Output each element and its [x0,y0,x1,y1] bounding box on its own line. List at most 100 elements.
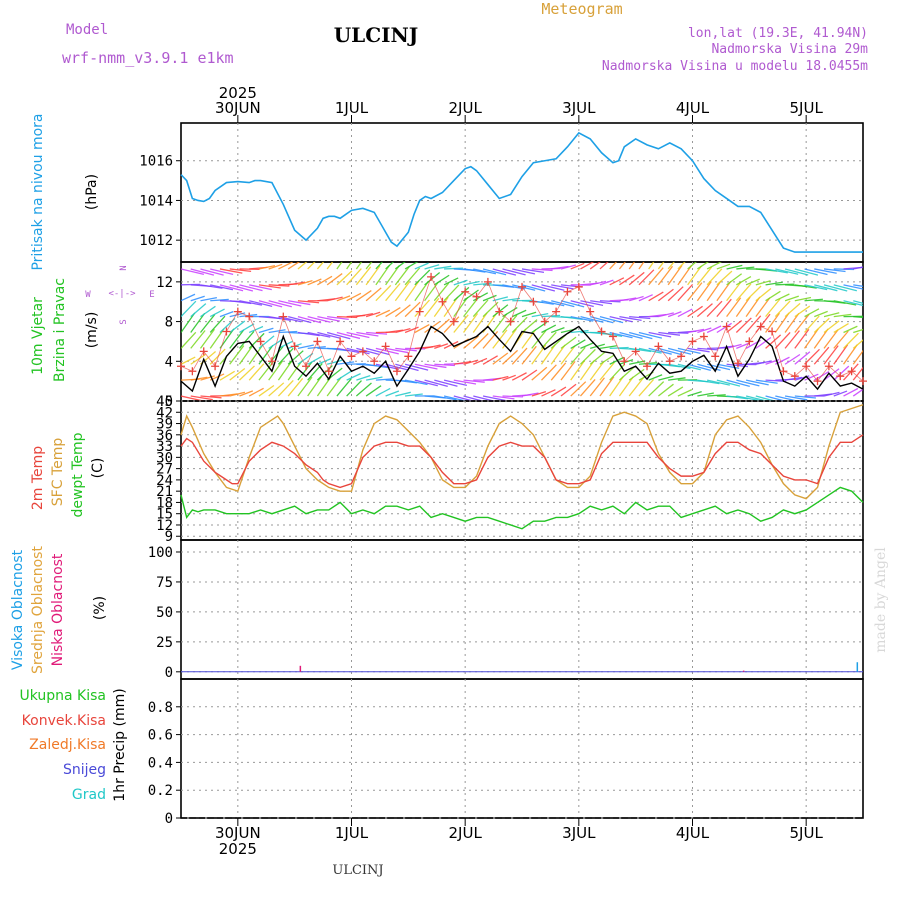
wind-arrow [560,264,577,270]
wind-arrow [774,332,791,349]
wind-arrow [346,292,362,302]
wind-arrow [853,300,863,304]
wind-arrow [297,315,322,324]
wind-gust-marker [733,359,742,368]
bottom-day-label: 2JUL [449,824,483,842]
compass-arrows: <-|-> [108,289,136,299]
wind-arrow [268,360,284,381]
wind-arrow [706,325,722,334]
wind-arrow [833,390,848,397]
wind-arrow [444,267,464,270]
wind-arrow [278,340,293,349]
wind-arrow [502,268,526,276]
footer-station: ULCINJ [332,863,383,878]
wind-arrow [638,362,658,365]
panel-frame [180,400,864,541]
wind-arrow [375,363,399,370]
wind-arrow [696,303,713,318]
wind-arrow [297,262,308,270]
wind-arrow [190,268,215,276]
wind-arrow [618,366,635,381]
wind-arrow [638,331,663,339]
wind-arrow [726,297,742,317]
wind-arrow [181,356,196,365]
wind-arrow [443,379,468,387]
high-cloud-label: Visoka Oblacnost [10,549,26,670]
wind-arrow [434,265,452,270]
wind-arrow [297,344,314,350]
wind-arrow [424,363,447,369]
wind-arrow [531,268,553,272]
wind-arrow [385,282,401,302]
wind-gust-marker [665,357,674,366]
wind-arrow [404,280,420,302]
wind-gust-marker [483,277,492,286]
wind-arrow [629,315,651,320]
wind-arrow [366,331,388,335]
wind-arrow [326,359,343,365]
wind-arrow [482,268,507,276]
wind-arrow [628,295,644,302]
wind-arrow [541,284,565,291]
wind-arrow [434,395,457,401]
wind-arrow [599,376,615,397]
wind-arrow [784,312,800,333]
wind-arrow [589,360,605,381]
wind-arrow [356,312,373,318]
wind-arrow [229,268,252,272]
wind-gust-marker [370,357,379,366]
wind-arrow [813,317,830,333]
wind-arrow [239,365,255,381]
wind-arrow [336,331,361,340]
wind-arrow [814,284,838,292]
wind-gust-marker [586,307,595,316]
wind-arrow [297,376,313,397]
wind-arrow [560,300,585,308]
wind-arrow [424,264,440,270]
wind-arrow [667,264,683,286]
wind-arrow [404,301,421,318]
wind-gust-marker [518,282,526,291]
wind-arrow [190,295,205,302]
wind-arrow [482,395,506,401]
wind-arrow [200,395,222,399]
wind-arrow [433,274,450,286]
precip-legend-total: Ukupna Kisa [19,688,106,704]
sfc-temp-label: SFC Temp [50,438,66,507]
wind-arrow [336,378,352,397]
wind-arrow [706,262,722,270]
wind-arrow [219,284,244,292]
wind-gust-marker [722,322,731,331]
wind-arrow [395,363,419,372]
wind-arrow [657,265,674,286]
pressure-label: Pritisak na nivou mora [30,113,46,270]
wind-arrow [765,290,781,302]
wind-arrow [852,388,863,397]
wind-arrow [823,329,839,349]
wind-arrow [775,268,799,275]
wind-arrow [599,279,614,286]
wind-gust-marker [279,312,288,321]
wind-arrow [414,280,430,302]
wind-arrow [219,268,243,274]
wind-arrow [550,344,566,365]
wind-arrow [473,268,497,275]
wind-arrow [258,300,283,308]
dewpt-label: dewpt Temp [70,432,86,517]
wind-arrow [677,262,686,270]
y-tick-label: 9 [165,529,173,545]
wind-arrow [326,273,343,286]
wind-arrow [774,300,791,318]
wind-arrow [765,395,788,401]
wind-arrow [541,364,557,381]
wind-arrow [687,347,710,353]
wind-arrow [677,347,701,354]
y-tick-label: 12 [156,518,173,534]
y-tick-label: 45 [156,394,173,410]
wind-arrow [317,315,341,322]
y-tick-label: 0 [165,665,173,681]
wind-gust-marker [199,347,208,356]
wind-gust-marker [756,322,765,331]
wind-arrow [404,326,419,334]
wind-arrow [794,296,812,302]
